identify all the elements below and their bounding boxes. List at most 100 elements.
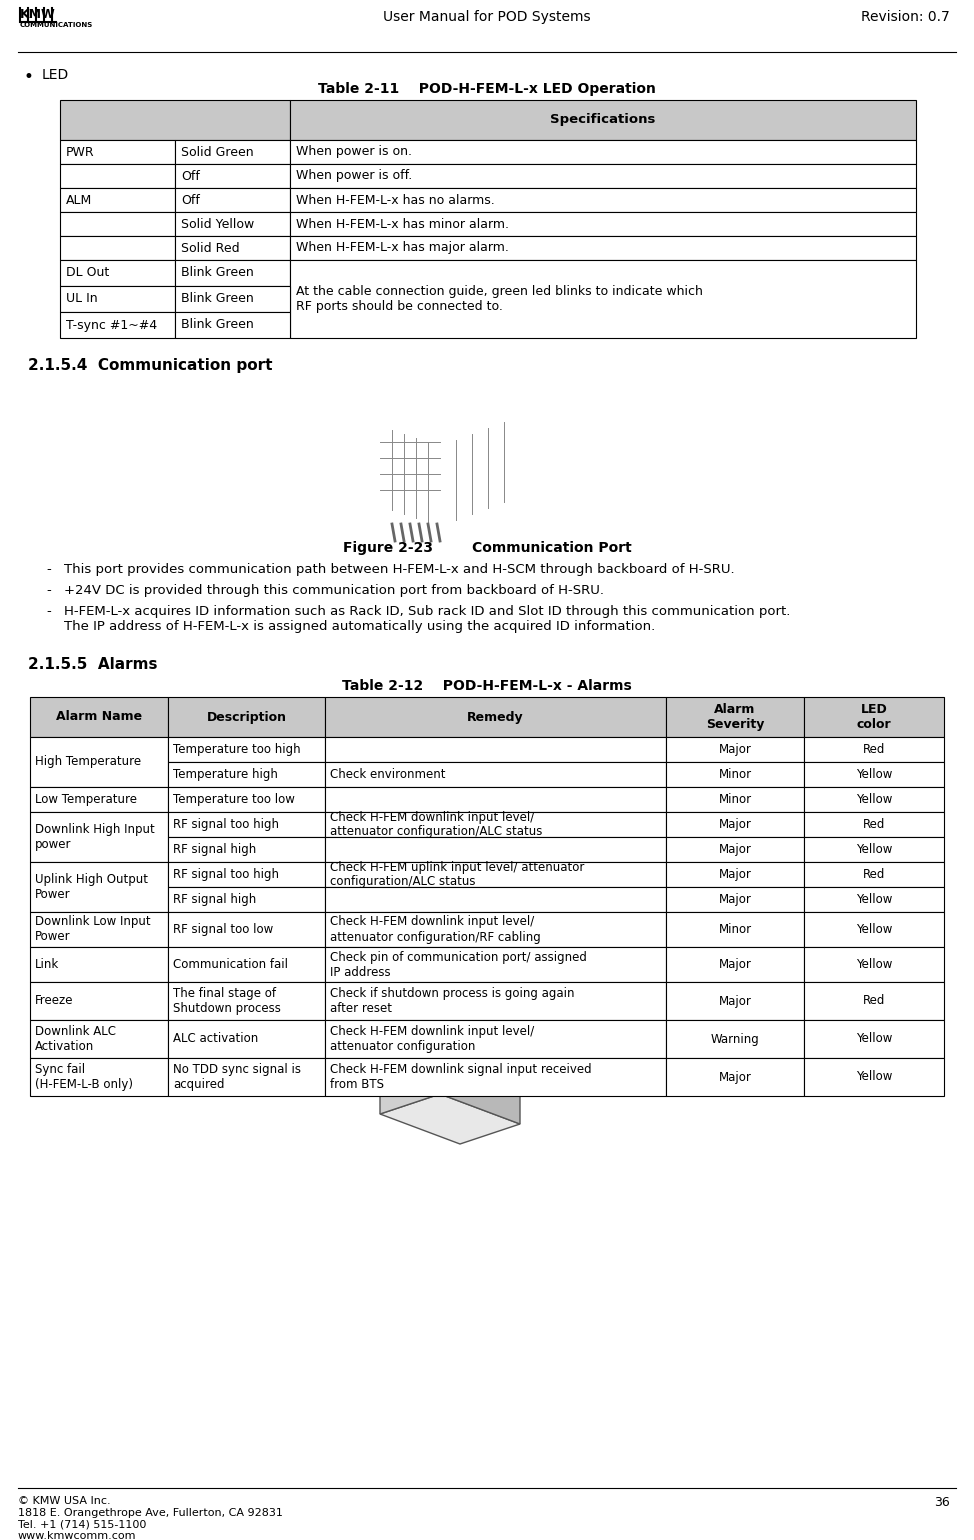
Bar: [60, 100, 290, 140]
Text: +24V DC is provided through this communication port from backboard of H-SRU.: +24V DC is provided through this communi…: [64, 584, 604, 598]
Text: Check H-FEM downlink input level/
attenuator configuration/RF cabling: Check H-FEM downlink input level/ attenu…: [330, 915, 541, 944]
Text: Table 2-11    POD-H-FEM-L-x LED Operation: Table 2-11 POD-H-FEM-L-x LED Operation: [318, 82, 656, 95]
Text: Revision: 0.7: Revision: 0.7: [861, 9, 950, 25]
Text: KMW: KMW: [20, 8, 56, 22]
Bar: [175, 236, 290, 260]
Bar: [290, 100, 916, 140]
Text: Check H-FEM downlink input level/
attenuator configuration: Check H-FEM downlink input level/ attenu…: [330, 1026, 535, 1053]
Text: Downlink Low Input
Power: Downlink Low Input Power: [35, 915, 151, 944]
Text: Remedy: Remedy: [468, 710, 524, 724]
Text: Off: Off: [181, 169, 200, 183]
Text: Major: Major: [719, 869, 751, 881]
Bar: [325, 983, 666, 1019]
Bar: [30, 1058, 168, 1096]
Bar: [168, 887, 325, 912]
Text: Temperature too high: Temperature too high: [173, 742, 301, 756]
Text: Check H-FEM downlink signal input received
from BTS: Check H-FEM downlink signal input receiv…: [330, 1063, 591, 1090]
Bar: [175, 286, 290, 313]
Text: Downlink ALC
Activation: Downlink ALC Activation: [35, 1026, 116, 1053]
Bar: [168, 1019, 325, 1058]
Bar: [30, 947, 168, 983]
Text: COMMUNICATIONS: COMMUNICATIONS: [20, 22, 94, 28]
Text: When H-FEM-L-x has major alarm.: When H-FEM-L-x has major alarm.: [296, 242, 508, 254]
Text: Yellow: Yellow: [856, 793, 892, 805]
Text: Check environment: Check environment: [330, 768, 445, 781]
Bar: [60, 188, 175, 213]
Bar: [804, 862, 944, 887]
Text: Warning: Warning: [711, 1032, 760, 1046]
Text: Yellow: Yellow: [856, 1070, 892, 1084]
Bar: [325, 862, 666, 887]
Bar: [60, 236, 175, 260]
Text: Major: Major: [719, 995, 751, 1007]
Text: Blink Green: Blink Green: [181, 319, 254, 331]
Bar: [804, 738, 944, 762]
Text: Freeze: Freeze: [35, 995, 73, 1007]
Text: DL Out: DL Out: [66, 266, 109, 279]
Bar: [804, 947, 944, 983]
Bar: [804, 812, 944, 838]
Bar: [290, 163, 916, 188]
Bar: [168, 912, 325, 947]
Bar: [30, 738, 168, 787]
Text: Minor: Minor: [719, 922, 752, 936]
Text: Description: Description: [206, 710, 286, 724]
Bar: [804, 887, 944, 912]
Text: Red: Red: [863, 742, 885, 756]
Text: Temperature high: Temperature high: [173, 768, 278, 781]
Bar: [804, 762, 944, 787]
Text: Yellow: Yellow: [856, 1032, 892, 1046]
Text: ALM: ALM: [66, 194, 93, 206]
Text: Solid Yellow: Solid Yellow: [181, 217, 254, 231]
Text: Check pin of communication port/ assigned
IP address: Check pin of communication port/ assigne…: [330, 950, 587, 978]
Bar: [325, 787, 666, 812]
Bar: [30, 912, 168, 947]
Bar: [60, 163, 175, 188]
Text: T-sync #1~#4: T-sync #1~#4: [66, 319, 157, 331]
Bar: [290, 188, 916, 213]
Text: Red: Red: [863, 818, 885, 832]
Text: User Manual for POD Systems: User Manual for POD Systems: [383, 9, 591, 25]
Polygon shape: [380, 1013, 440, 1113]
Text: When power is on.: When power is on.: [296, 145, 412, 159]
Bar: [168, 947, 325, 983]
Text: Blink Green: Blink Green: [181, 293, 254, 305]
Text: Yellow: Yellow: [856, 893, 892, 906]
Bar: [175, 213, 290, 236]
Text: Red: Red: [863, 869, 885, 881]
Text: Solid Red: Solid Red: [181, 242, 240, 254]
Text: Figure 2-23        Communication Port: Figure 2-23 Communication Port: [343, 541, 631, 554]
Text: Major: Major: [719, 742, 751, 756]
Bar: [325, 838, 666, 862]
Text: Alarm Name: Alarm Name: [56, 710, 142, 724]
Bar: [804, 838, 944, 862]
Bar: [666, 887, 804, 912]
Text: Specifications: Specifications: [550, 114, 656, 126]
Bar: [290, 213, 916, 236]
Bar: [666, 983, 804, 1019]
Bar: [804, 1019, 944, 1058]
Text: Major: Major: [719, 958, 751, 972]
Text: Major: Major: [719, 893, 751, 906]
Text: Blink Green: Blink Green: [181, 266, 254, 279]
Bar: [666, 947, 804, 983]
Bar: [60, 313, 175, 337]
Bar: [666, 787, 804, 812]
Bar: [60, 213, 175, 236]
Bar: [168, 762, 325, 787]
Bar: [666, 698, 804, 738]
Text: Table 2-12    POD-H-FEM-L-x - Alarms: Table 2-12 POD-H-FEM-L-x - Alarms: [342, 679, 632, 693]
Text: Check if shutdown process is going again
after reset: Check if shutdown process is going again…: [330, 987, 575, 1015]
Bar: [666, 762, 804, 787]
Bar: [666, 912, 804, 947]
Bar: [60, 286, 175, 313]
Bar: [60, 260, 175, 286]
Bar: [666, 812, 804, 838]
Text: Yellow: Yellow: [856, 922, 892, 936]
Bar: [325, 1019, 666, 1058]
Bar: [666, 738, 804, 762]
Bar: [175, 188, 290, 213]
Text: High Temperature: High Temperature: [35, 756, 141, 768]
Bar: [30, 1019, 168, 1058]
Bar: [60, 140, 175, 163]
